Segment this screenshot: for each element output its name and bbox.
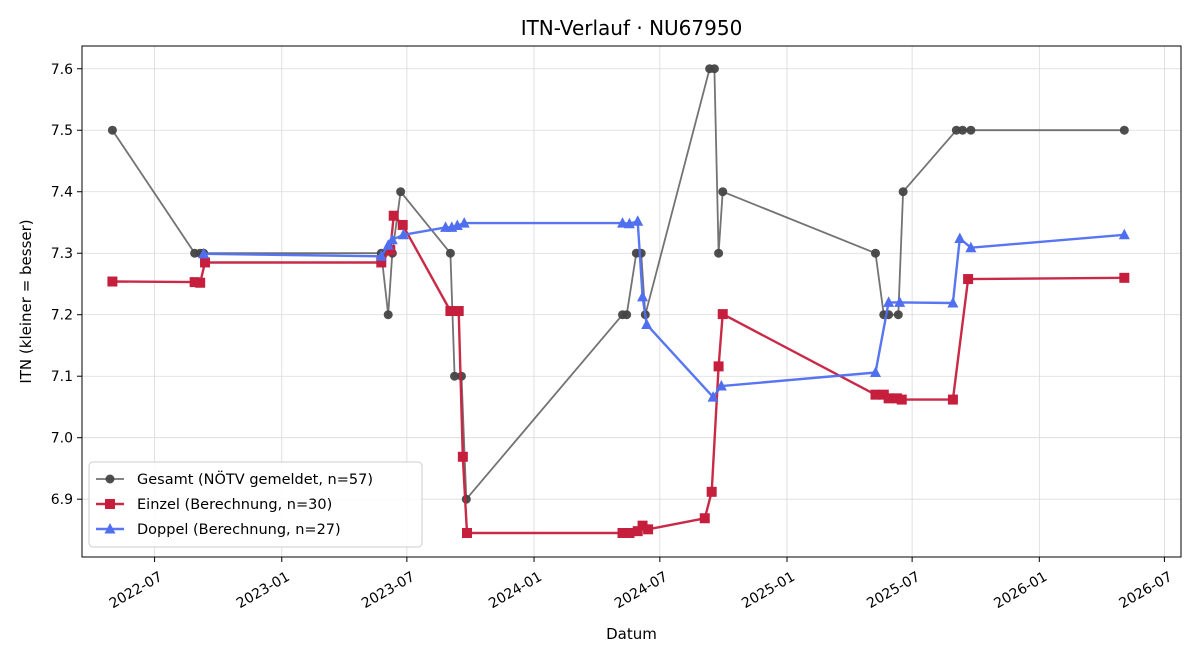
data-point [624,528,635,539]
grid-lines [82,46,1181,557]
legend-marker [105,474,115,484]
y-axis-ticks: 6.9 7.0 7.1 7.2 7.3 7.4 7.5 7.6 [51,62,82,508]
y-tick-label: 7.4 [51,185,73,201]
data-point [699,513,710,524]
data-point [637,520,648,531]
data-point [870,389,881,400]
data-point [870,248,880,258]
data-point [718,187,728,197]
data-point [382,239,394,250]
data-point [637,290,649,302]
y-tick-label: 7.2 [51,308,73,324]
data-point [397,228,409,240]
data-point [709,64,719,74]
data-point [617,528,628,539]
data-point [622,310,632,320]
data-point [195,277,206,288]
data-point [386,233,398,245]
y-tick-label: 7.6 [51,62,73,78]
data-point [894,296,906,307]
data-point [707,391,719,402]
data-point [453,306,464,317]
chart-title: ITN-Verlauf · NU67950 [521,16,743,40]
legend-label: Gesamt (NÖTV gemeldet, n=57) [137,470,373,488]
data-point [706,486,717,497]
data-point [617,217,629,228]
legend: Gesamt (NÖTV gemeldet, n=57) Einzel (Bere… [88,461,423,548]
data-point [396,187,406,197]
data-point [883,393,894,404]
data-point [107,125,117,135]
data-point [958,125,968,135]
data-point [898,187,908,197]
data-point [450,371,460,381]
y-tick-label: 6.9 [51,492,73,508]
data-point [445,306,456,317]
data-point [458,217,470,228]
legend-entry: Einzel (Berechnung, n=30) [96,497,332,513]
data-point [893,310,903,320]
y-tick-label: 7.3 [51,246,73,262]
data-point [713,361,724,372]
data-point [714,248,724,258]
data-point [643,524,654,535]
data-point [965,241,977,253]
data-point [869,366,881,378]
data-point [457,451,468,462]
x-axis-label: Datum [606,625,657,643]
data-point [200,257,211,268]
plot-frame [81,45,1182,558]
legend-marker [105,499,115,509]
data-point [632,526,643,537]
data-point [397,219,408,230]
series-triangle [198,215,1130,402]
data-point [189,277,200,288]
legend-entry: Doppel (Berechnung, n=27) [96,522,341,538]
data-point [715,380,727,391]
data-point [963,274,974,285]
data-point [947,297,959,308]
y-axis-label: ITN (kleiner = besser) [17,219,35,383]
data-point [641,318,653,330]
data-point [383,310,393,320]
data-point [883,296,895,307]
legend-box [88,461,423,548]
data-point [1119,272,1130,283]
legend-label: Doppel (Berechnung, n=27) [137,522,341,538]
legend-label: Einzel (Berechnung, n=30) [137,497,332,513]
data-point [1118,228,1130,240]
data-point [717,309,728,320]
data-point [966,125,976,135]
data-point [107,276,118,287]
data-point [951,125,961,135]
data-point [954,232,966,243]
y-tick-label: 7.0 [51,431,73,447]
legend-entry: Gesamt (NÖTV gemeldet, n=57) [96,470,373,488]
data-point [445,248,455,258]
data-point [623,217,635,229]
data-point [632,215,644,226]
data-point [376,257,387,268]
data-point [1119,125,1129,135]
data-point [385,245,396,256]
data-point [896,394,907,405]
y-tick-label: 7.1 [51,369,73,385]
series-square [107,210,1130,539]
data-point [388,210,399,221]
y-tick-label: 7.5 [51,123,73,139]
data-point [947,394,958,405]
data-point [198,247,210,259]
legend-marker [104,523,116,534]
data-point [461,528,472,539]
series-layer [107,64,1130,539]
data-point [375,250,387,261]
data-point [636,248,646,258]
